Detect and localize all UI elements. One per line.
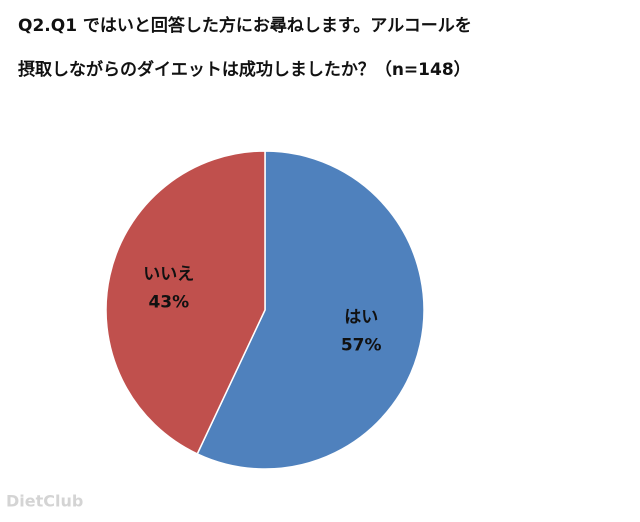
pie-slice bbox=[105, 150, 266, 455]
slice-label: いいえ bbox=[143, 264, 194, 284]
slice-label: はい bbox=[344, 308, 378, 328]
value-label: 43% bbox=[148, 292, 189, 312]
value-label: 57% bbox=[341, 336, 382, 356]
chart-title: 摂取しながらのダイエットは成功しましたか？（n=148） bbox=[18, 59, 471, 80]
watermark: DietClub bbox=[6, 492, 83, 511]
chart-title: Q2.Q1 ではいと回答した方にお尋ねします。アルコールを bbox=[18, 15, 472, 36]
pie-slice bbox=[196, 150, 425, 470]
